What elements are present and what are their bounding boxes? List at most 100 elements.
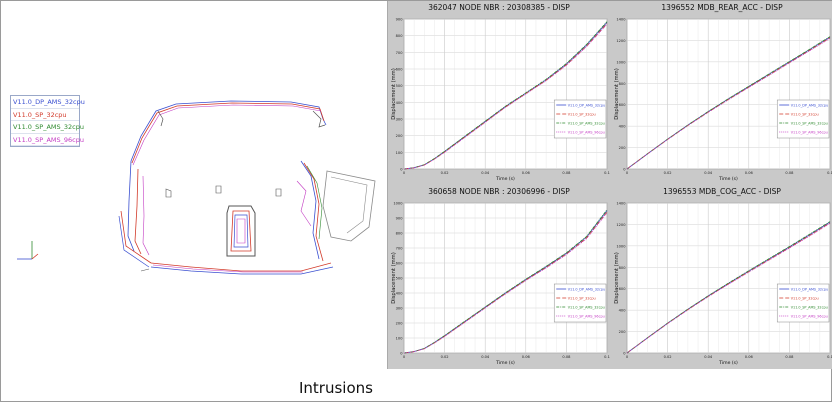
series-line bbox=[403, 212, 608, 354]
model-legend-item: V11.0_SP_AMS_96cpu bbox=[11, 134, 84, 146]
y-tick-label: 600 bbox=[396, 262, 404, 266]
legend-entry: V11.0_DP_AMS_32cpu bbox=[791, 287, 829, 291]
chart-title: 1396552 MDB_REAR_ACC - DISP bbox=[661, 3, 783, 12]
y-axis-label: Displacement (mm) bbox=[391, 252, 397, 303]
x-tick-label: 0.06 bbox=[745, 355, 754, 359]
series-line bbox=[626, 223, 831, 354]
legend-entry: V11.0_SP_AMS_32cpu bbox=[568, 121, 605, 125]
y-tick-label: 800 bbox=[396, 34, 404, 38]
y-tick-label: 1400 bbox=[616, 18, 626, 22]
series-line bbox=[403, 21, 608, 170]
legend-entry: V11.0_SP_32cpu bbox=[791, 296, 819, 300]
x-tick-label: 0.08 bbox=[785, 355, 794, 359]
y-tick-label: 700 bbox=[396, 51, 404, 55]
y-tick-label: 400 bbox=[619, 309, 627, 313]
plots-area: 362047 NODE NBR : 20308385 - DISP 0 100 200… bbox=[387, 1, 832, 369]
y-tick-label: 700 bbox=[396, 247, 404, 251]
legend-entry: V11.0_SP_32cpu bbox=[791, 112, 819, 116]
x-tick-label: 0.1 bbox=[604, 171, 610, 175]
y-tick-label: 1400 bbox=[616, 202, 626, 206]
chart-title: 360658 NODE NBR : 20306996 - DISP bbox=[428, 187, 570, 196]
x-axis-label: Time (s) bbox=[718, 176, 738, 182]
chart-title: 1396553 MDB_COG_ACC - DISP bbox=[663, 187, 781, 196]
y-tick-label: 600 bbox=[619, 103, 627, 107]
x-tick-label: 0.08 bbox=[562, 355, 571, 359]
intrusion-wireframe bbox=[17, 100, 376, 275]
x-tick-label: 0.08 bbox=[785, 171, 794, 175]
x-tick-label: 0.06 bbox=[522, 355, 531, 359]
figure-caption: Intrusions bbox=[299, 379, 373, 397]
x-tick-label: 0.02 bbox=[664, 355, 672, 359]
chart-panel[interactable]: 1396552 MDB_REAR_ACC - DISP 0 200 400 600 800… bbox=[611, 1, 832, 184]
y-axis-label: Displacement (mm) bbox=[614, 252, 620, 303]
y-tick-label: 100 bbox=[396, 337, 404, 341]
model-viewport[interactable]: V11.0_DP_AMS_32cpu V11.0_SP_32cpu V11.0_SP… bbox=[1, 1, 387, 373]
legend-entry: V11.0_DP_AMS_32cpu bbox=[791, 103, 829, 107]
y-tick-label: 0 bbox=[623, 352, 626, 356]
x-axis-label: Time (s) bbox=[718, 360, 738, 366]
x-tick-label: 0.06 bbox=[522, 171, 531, 175]
y-tick-label: 400 bbox=[396, 292, 404, 296]
y-tick-label: 800 bbox=[396, 232, 404, 236]
y-axis-label: Displacement (mm) bbox=[391, 68, 397, 119]
series-line bbox=[626, 37, 831, 170]
y-tick-label: 1000 bbox=[393, 202, 403, 206]
y-tick-label: 1200 bbox=[616, 223, 626, 227]
chart-panel[interactable]: 360658 NODE NBR : 20306996 - DISP 0 100 200… bbox=[388, 185, 610, 368]
y-tick-label: 800 bbox=[619, 266, 627, 270]
y-tick-label: 200 bbox=[619, 146, 627, 150]
legend-entry: V11.0_SP_AMS_96cpu bbox=[568, 314, 605, 318]
y-tick-label: 300 bbox=[396, 307, 404, 311]
model-legend-item: V11.0_DP_AMS_32cpu bbox=[11, 96, 85, 109]
x-tick-label: 0.1 bbox=[604, 355, 610, 359]
x-tick-label: 0.06 bbox=[745, 171, 754, 175]
legend-entry: V11.0_SP_AMS_96cpu bbox=[791, 314, 828, 318]
y-tick-label: 400 bbox=[396, 101, 404, 105]
y-axis-label: Displacement (mm) bbox=[614, 68, 620, 119]
x-tick-label: 0 bbox=[626, 355, 629, 359]
x-tick-label: 0.02 bbox=[441, 355, 449, 359]
y-tick-label: 400 bbox=[619, 125, 627, 129]
series-line bbox=[626, 37, 831, 170]
y-tick-label: 0 bbox=[400, 168, 403, 172]
y-tick-label: 1000 bbox=[616, 60, 626, 64]
x-tick-label: 0 bbox=[403, 171, 406, 175]
y-tick-label: 600 bbox=[396, 68, 404, 72]
model-legend-item: V11.0_SP_AMS_32cpu bbox=[11, 121, 84, 134]
model-legend-item: V11.0_SP_32cpu bbox=[11, 109, 79, 121]
series-line bbox=[403, 209, 608, 354]
x-axis-label: Time (s) bbox=[495, 360, 515, 366]
legend-entry: V11.0_SP_32cpu bbox=[568, 112, 596, 116]
chart-panel[interactable]: 362047 NODE NBR : 20308385 - DISP 0 100 200… bbox=[388, 1, 610, 184]
y-tick-label: 0 bbox=[400, 352, 403, 356]
chart-panel[interactable]: 1396553 MDB_COG_ACC - DISP 0 200 400 600 800 1… bbox=[611, 185, 832, 368]
legend-entry: V11.0_SP_AMS_32cpu bbox=[791, 305, 828, 309]
chart-title: 362047 NODE NBR : 20308385 - DISP bbox=[428, 3, 570, 12]
x-tick-label: 0 bbox=[626, 171, 629, 175]
x-axis-label: Time (s) bbox=[495, 176, 515, 182]
y-tick-label: 1000 bbox=[616, 244, 626, 248]
y-tick-label: 1200 bbox=[616, 39, 626, 43]
x-tick-label: 0.04 bbox=[704, 355, 713, 359]
y-tick-label: 0 bbox=[623, 168, 626, 172]
x-tick-label: 0.1 bbox=[827, 171, 832, 175]
y-tick-label: 200 bbox=[619, 330, 627, 334]
legend-entry: V11.0_DP_AMS_32cpu bbox=[568, 103, 606, 107]
x-tick-label: 0.04 bbox=[481, 355, 490, 359]
legend-entry: V11.0_SP_AMS_32cpu bbox=[568, 305, 605, 309]
legend-entry: V11.0_SP_AMS_96cpu bbox=[791, 130, 828, 134]
y-tick-label: 900 bbox=[396, 217, 404, 221]
x-tick-label: 0 bbox=[403, 355, 406, 359]
x-tick-label: 0.04 bbox=[704, 171, 713, 175]
x-tick-label: 0.08 bbox=[562, 171, 571, 175]
legend-entry: V11.0_DP_AMS_32cpu bbox=[568, 287, 606, 291]
x-tick-label: 0.04 bbox=[481, 171, 490, 175]
y-tick-label: 100 bbox=[396, 151, 404, 155]
y-tick-label: 200 bbox=[396, 134, 404, 138]
y-tick-label: 900 bbox=[396, 18, 404, 22]
